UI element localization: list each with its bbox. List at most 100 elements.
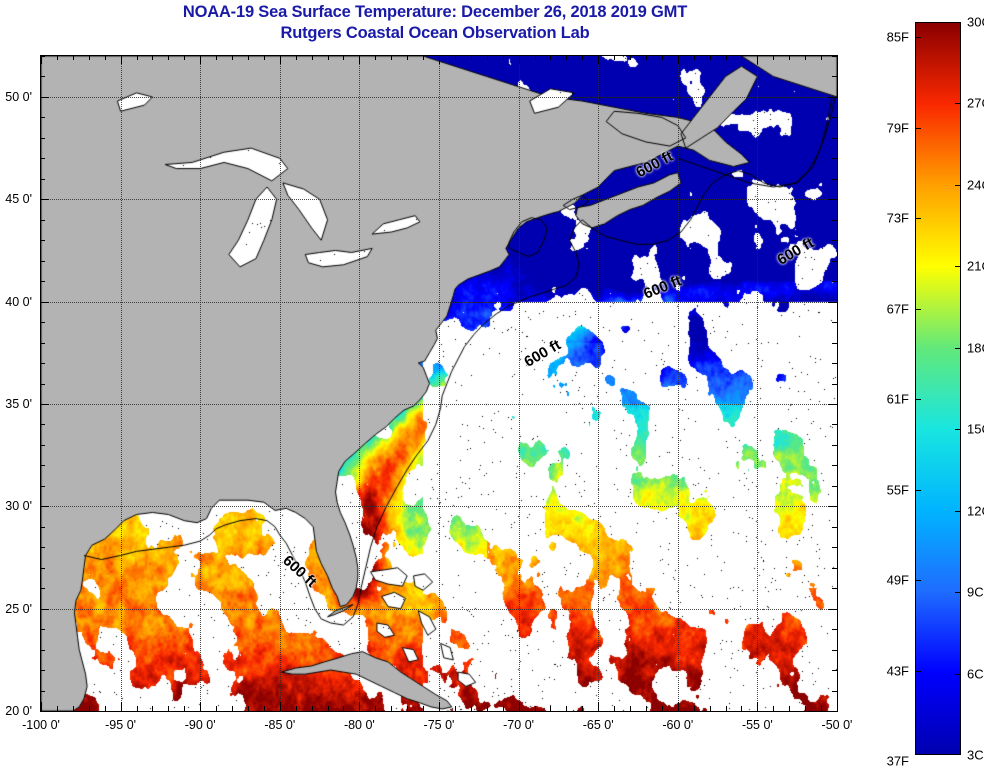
x-tick [247,706,249,711]
x-tick [279,702,281,711]
y-tick [40,96,49,98]
x-tick [136,706,138,711]
x-tick [630,706,632,711]
y-tick [40,465,45,467]
x-tick-top [566,55,568,60]
x-tick [470,706,472,711]
colorbar-tick-f-5 [915,308,921,310]
colorbar-tick-f-6 [915,218,921,220]
y-tick [40,588,45,590]
x-tick [677,702,679,711]
x-axis-label-6: -70 0' [503,718,535,732]
x-tick-top [391,55,393,60]
x-tick-top [343,55,345,60]
x-tick [391,706,393,711]
colorbar-tick-c-6 [955,266,961,268]
y-tick-right [832,649,837,651]
y-tick [40,567,45,569]
x-tick-top [375,55,377,60]
y-tick [40,178,45,180]
x-tick-top [486,55,488,60]
colorbar-label-celsius-3: 12C [967,503,984,519]
x-axis-label-0: -100 0' [22,718,60,732]
y-tick [40,260,45,262]
y-tick-right [832,56,837,57]
colorbar-tick-c-4 [955,429,961,431]
x-tick [232,706,234,711]
x-tick-top [216,55,218,60]
title-line-1: NOAA-19 Sea Surface Temperature: Decembe… [182,3,688,21]
colorbar-label-fahrenheit-4: 61F [886,391,909,407]
x-tick [645,706,647,711]
y-axis-label-6: 50 0' [5,89,32,104]
y-tick [40,403,49,405]
x-axis-label-9: -55 0' [741,718,773,732]
y-tick-right [832,281,837,283]
colorbar-tick-c-3 [955,510,961,512]
x-tick [439,702,440,711]
y-tick [40,547,45,549]
x-tick-top [725,55,727,60]
y-tick-right [832,383,837,385]
colorbar-tick-c-1 [955,673,961,675]
x-tick-top [359,55,361,64]
x-tick-top [518,55,520,64]
x-tick-top [263,55,265,60]
colorbar-label-fahrenheit-6: 73F [886,210,909,226]
x-tick-top [502,55,504,60]
x-tick-top [837,55,838,64]
y-tick [40,526,45,528]
colorbar-label-fahrenheit-5: 67F [886,301,909,317]
x-tick-top [247,55,249,60]
y-tick [40,363,45,365]
x-tick-top [773,55,775,60]
y-tick-right [832,547,837,549]
x-tick [72,706,74,711]
x-tick-top [645,55,647,60]
y-tick [40,219,45,221]
y-tick-right [832,240,837,242]
x-tick-top [598,55,600,64]
x-tick-top [789,55,791,60]
x-tick-top [550,55,552,60]
x-tick [789,706,791,711]
x-tick-top [454,55,456,60]
colorbar-tick-f-8 [915,37,921,39]
x-tick-top [630,55,632,60]
y-tick-right [828,608,837,610]
figure-title: NOAA-19 Sea Surface Temperature: Decembe… [0,2,870,44]
y-axis-label-4: 40 0' [5,294,32,309]
x-tick-top [439,55,440,64]
x-tick [104,706,106,711]
colorbar-tick-f-4 [915,399,921,401]
y-tick [40,322,45,324]
y-tick [40,301,49,303]
x-tick-top [534,55,536,60]
x-tick [661,706,663,711]
x-tick-top [614,55,616,60]
sst-map-canvas [41,56,837,711]
x-tick-top [88,55,90,60]
x-tick-top [757,55,759,64]
x-tick-top [279,55,281,64]
y-tick [40,281,45,283]
y-tick [40,240,45,242]
colorbar-gradient [916,23,960,754]
y-tick [40,76,45,78]
y-tick [40,383,45,385]
x-tick [184,706,186,711]
x-tick [407,706,409,711]
colorbar-label-fahrenheit-1: 43F [886,663,909,679]
y-tick [40,506,49,508]
temperature-colorbar [915,22,961,755]
x-tick [263,706,265,711]
colorbar-label-celsius-8: 27C [967,95,984,111]
x-tick [295,706,297,711]
x-axis-label-10: -50 0' [821,718,853,732]
x-tick [486,706,488,711]
x-tick [168,706,170,711]
x-tick-top [72,55,74,60]
x-tick [359,702,361,711]
x-tick [518,702,520,711]
